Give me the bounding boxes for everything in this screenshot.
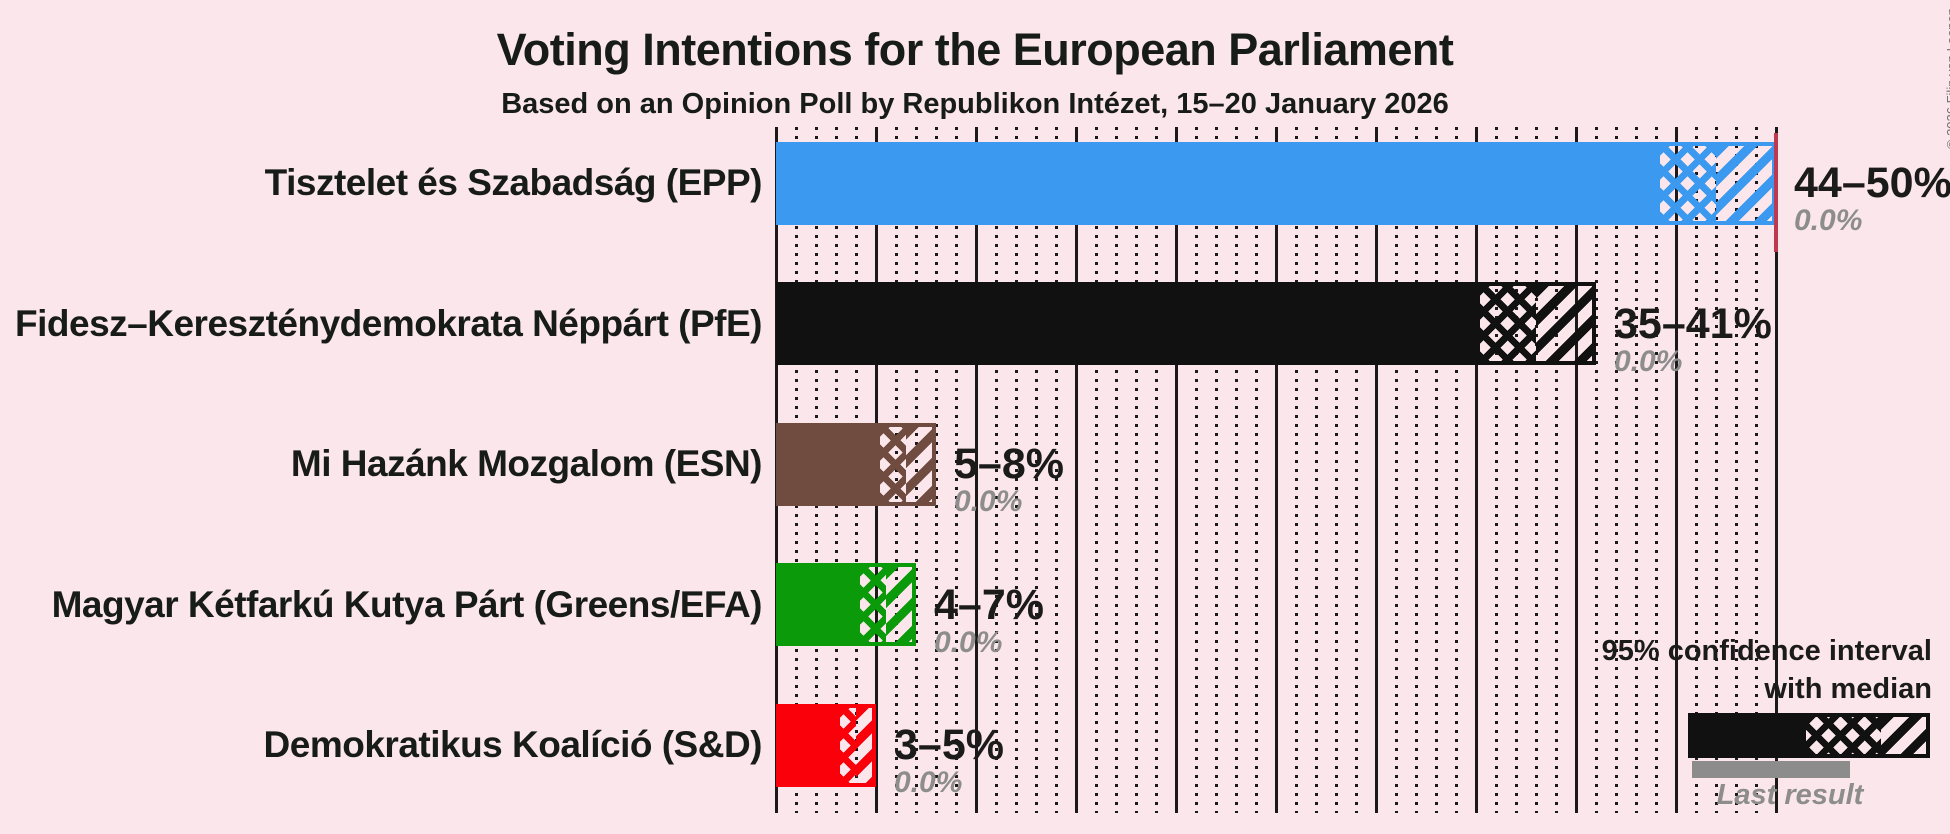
gridline-minor	[1314, 127, 1318, 813]
page-title: Voting Intentions for the European Parli…	[496, 24, 1454, 75]
gridline-minor	[1334, 127, 1338, 813]
gridline-minor	[1214, 127, 1218, 813]
party-label: Mi Hazánk Mozgalom (ESN)	[290, 443, 763, 484]
gridline-minor	[1014, 127, 1018, 813]
ci-value-label: 35–41%	[1614, 299, 1772, 348]
ci-diagonal-segment	[856, 707, 872, 783]
ci-value-label: 44–50%	[1794, 159, 1950, 207]
legend-ci-label: 95% confidence interval with median	[1602, 632, 1932, 708]
ci-diagonal-segment	[886, 567, 912, 642]
ci-crosshatch-segment	[1660, 145, 1716, 221]
gridline-minor	[1294, 127, 1298, 813]
ci-diagonal-segment	[1536, 286, 1592, 361]
bar-solid-segment	[776, 141, 1656, 225]
gridline-minor	[994, 127, 998, 813]
party-label: Fidesz–Kereszténydemokrata Néppárt (PfE)	[15, 302, 762, 344]
gridline-minor	[1454, 127, 1458, 813]
gridline-minor	[934, 127, 938, 813]
gridline-minor	[1054, 127, 1058, 813]
gridline-major	[1574, 127, 1578, 813]
legend-sample-bar	[1688, 713, 1930, 758]
gridline-minor	[1434, 127, 1438, 813]
ci-crosshatch-segment	[840, 707, 856, 783]
legend-ci-line1: 95% confidence interval	[1601, 635, 1932, 667]
last-result-value: 0.0%	[1614, 344, 1683, 378]
bar-solid-segment	[776, 422, 876, 506]
ci-diagonal-segment	[1716, 145, 1772, 221]
gridline-minor	[1494, 127, 1498, 813]
gridline-minor	[1034, 127, 1038, 813]
gridline-major	[1774, 127, 1778, 813]
last-result-value: 0.0%	[894, 766, 963, 799]
gridline-minor	[1514, 127, 1518, 813]
gridline-minor	[1734, 127, 1738, 813]
ci-crosshatch-segment	[880, 426, 906, 502]
legend-ci-line2: with median	[1764, 673, 1932, 705]
gridline-minor	[1654, 127, 1658, 813]
legend-last-result-label: Last result	[1716, 779, 1864, 811]
ci-value-label: 3–5%	[894, 721, 1004, 769]
gridline-major	[1174, 127, 1178, 813]
gridline-major	[1074, 127, 1078, 813]
gridline-minor	[1534, 127, 1538, 813]
gridline-minor	[1354, 127, 1358, 813]
gridline-minor	[1194, 127, 1198, 813]
gridline-minor	[1694, 127, 1698, 813]
confidence-interval-box	[836, 703, 876, 787]
bar-solid-segment	[776, 563, 856, 646]
gridline-minor	[1634, 127, 1638, 813]
party-label: Tisztelet és Szabadság (EPP)	[264, 162, 763, 203]
gridline-major	[1474, 127, 1478, 813]
confidence-interval-box	[1656, 141, 1776, 225]
gridline-minor	[1094, 127, 1098, 813]
legend-crosshatch-segment	[1805, 717, 1882, 754]
gridline-major	[974, 127, 978, 813]
gridline-minor	[1714, 127, 1718, 813]
majority-threshold-line	[1774, 133, 1778, 252]
gridline-minor	[1114, 127, 1118, 813]
ci-crosshatch-segment	[1480, 286, 1536, 361]
ci-crosshatch-segment	[860, 567, 886, 642]
gridline-major	[1674, 127, 1678, 813]
copyright-text: © 2026 Filip van Laenen	[1944, 8, 1950, 149]
gridline-minor	[1134, 127, 1138, 813]
gridline-minor	[1594, 127, 1598, 813]
gridline-minor	[1254, 127, 1258, 813]
last-result-value: 0.0%	[934, 625, 1003, 659]
last-result-value: 0.0%	[954, 485, 1023, 518]
confidence-interval-box	[856, 563, 916, 646]
gridline-minor	[1554, 127, 1558, 813]
legend-diagonal-segment	[1881, 717, 1926, 754]
ci-diagonal-segment	[906, 426, 932, 502]
confidence-interval-box	[1476, 282, 1596, 365]
last-result-value: 0.0%	[1794, 204, 1863, 237]
gridline-major	[1274, 127, 1278, 813]
confidence-interval-box	[876, 422, 936, 506]
gridline-minor	[1394, 127, 1398, 813]
gridline-major	[1374, 127, 1378, 813]
bar-solid-segment	[776, 282, 1476, 365]
gridline-minor	[954, 127, 958, 813]
gridline-minor	[1614, 127, 1618, 813]
legend-last-result-bar	[1692, 761, 1850, 778]
bar-solid-segment	[776, 703, 836, 787]
gridline-minor	[1234, 127, 1238, 813]
gridline-minor	[1414, 127, 1418, 813]
gridline-minor	[1754, 127, 1758, 813]
gridline-minor	[1154, 127, 1158, 813]
page-subtitle: Based on an Opinion Poll by Republikon I…	[501, 88, 1449, 120]
ci-value-label: 4–7%	[934, 580, 1044, 629]
ci-value-label: 5–8%	[954, 440, 1064, 488]
party-label: Demokratikus Koalíció (S&D)	[263, 724, 763, 765]
party-label: Magyar Kétfarkú Kutya Párt (Greens/EFA)	[51, 583, 763, 625]
legend-solid-segment	[1692, 717, 1806, 754]
